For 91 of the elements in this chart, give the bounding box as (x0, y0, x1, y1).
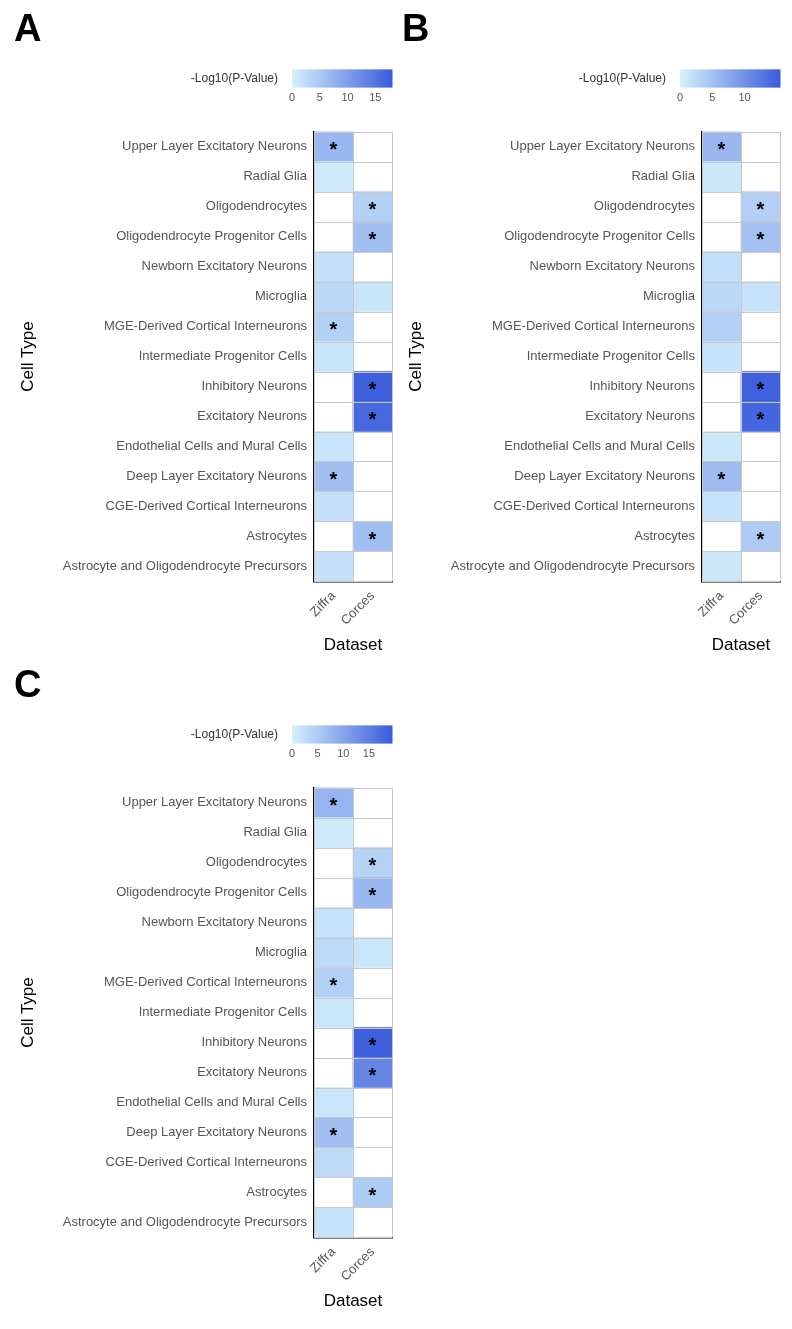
x-axis-title: Dataset (323, 1291, 383, 1311)
color-bar-label: 0 (288, 91, 296, 104)
y-tick-label: Deep Layer Excitatory Neurons (126, 1124, 308, 1140)
y-tick-label: Microglia (254, 288, 308, 304)
y-tick-label: Intermediate Progenitor Cells (138, 348, 308, 364)
y-tick-label: Astrocytes (246, 1184, 308, 1200)
y-tick-label: Radial Glia (631, 168, 696, 184)
y-tick-label: Oligodendrocyte Progenitor Cells (116, 884, 308, 900)
data-label: * (329, 974, 338, 997)
color-bar-label: 10 (341, 91, 354, 104)
data-label: * (368, 228, 377, 251)
chart-title: C (14, 663, 42, 706)
color-bar-title: -Log10(P-Value) (190, 726, 278, 741)
y-tick-label: Radial Glia (243, 168, 308, 184)
y-tick-label: Astrocyte and Oligodendrocyte Precursors (62, 558, 308, 574)
color-bar-title: -Log10(P-Value) (190, 70, 278, 85)
data-label: * (368, 884, 377, 907)
color-bar-label: 0 (288, 747, 296, 760)
data-label: * (756, 527, 765, 550)
y-tick-label: Excitatory Neurons (197, 1064, 308, 1080)
y-tick-label: Inhibitory Neurons (201, 1034, 308, 1050)
data-label: * (329, 138, 338, 161)
y-tick-label: Astrocyte and Oligodendrocyte Precursors (62, 1214, 308, 1230)
y-tick-label: Upper Layer Excitatory Neurons (510, 138, 696, 154)
color-bar-label: 5 (314, 747, 321, 760)
data-label: * (368, 198, 377, 221)
y-tick-label: MGE-Derived Cortical Interneurons (103, 318, 308, 334)
y-tick-label: Excitatory Neurons (197, 408, 308, 424)
chart-title: A (14, 7, 42, 50)
y-tick-label: Oligodendrocyte Progenitor Cells (116, 228, 308, 244)
y-tick-label: MGE-Derived Cortical Interneurons (103, 974, 308, 990)
y-tick-label: MGE-Derived Cortical Interneurons (491, 318, 696, 334)
y-axis-title: Cell Type (17, 977, 37, 1048)
y-tick-label: Upper Layer Excitatory Neurons (122, 794, 308, 810)
data-label: * (717, 468, 726, 490)
x-axis-title: Dataset (323, 635, 383, 655)
y-tick-label: Endothelial Cells and Mural Cells (116, 438, 308, 454)
y-tick-label: Intermediate Progenitor Cells (526, 348, 696, 364)
x-axis-title: Dataset (711, 635, 771, 655)
data-label: * (368, 854, 377, 877)
color-bar-label: 15 (362, 747, 376, 760)
data-label: * (329, 794, 338, 817)
y-tick-label: Newborn Excitatory Neurons (529, 258, 696, 274)
y-tick-label: Deep Layer Excitatory Neurons (126, 468, 308, 484)
y-tick-label: Inhibitory Neurons (201, 378, 308, 394)
y-tick-label: Endothelial Cells and Mural Cells (116, 1094, 308, 1110)
data-label: * (329, 318, 338, 341)
y-tick-label: Oligodendrocytes (593, 198, 696, 214)
color-bar-title: -Log10(P-Value) (578, 70, 666, 85)
data-label: * (368, 1064, 377, 1087)
color-bar-label: 0 (676, 91, 684, 104)
data-label: * (368, 408, 377, 431)
y-tick-label: Newborn Excitatory Neurons (141, 258, 308, 274)
y-axis-title: Cell Type (17, 321, 37, 392)
data-label: * (368, 1183, 377, 1206)
data-label: * (756, 378, 765, 401)
y-tick-label: Endothelial Cells and Mural Cells (504, 438, 696, 454)
y-tick-label: Microglia (642, 288, 696, 304)
y-tick-label: Radial Glia (243, 824, 308, 840)
data-label: * (717, 138, 726, 161)
color-bar-label: 5 (316, 91, 323, 104)
chart-title: B (402, 7, 430, 50)
y-tick-label: Oligodendrocytes (205, 198, 308, 214)
y-tick-label: Astrocytes (634, 528, 696, 544)
y-tick-label: Deep Layer Excitatory Neurons (514, 468, 696, 484)
color-bar-label: 5 (709, 91, 716, 104)
data-label: * (756, 198, 765, 221)
y-tick-label: Excitatory Neurons (585, 408, 696, 424)
y-tick-label: CGE-Derived Cortical Interneurons (493, 498, 696, 514)
y-tick-label: Astrocytes (246, 528, 308, 544)
color-bar-label: 10 (337, 747, 350, 760)
y-tick-label: Upper Layer Excitatory Neurons (122, 138, 308, 154)
data-label: * (368, 1034, 377, 1057)
y-tick-label: Inhibitory Neurons (589, 378, 696, 394)
y-tick-label: Microglia (254, 944, 308, 960)
y-tick-label: CGE-Derived Cortical Interneurons (105, 1154, 308, 1170)
y-tick-label: Astrocyte and Oligodendrocyte Precursors (450, 558, 696, 574)
data-label: * (368, 378, 377, 401)
y-tick-label: CGE-Derived Cortical Interneurons (105, 498, 308, 514)
y-axis-title: Cell Type (405, 321, 425, 392)
y-tick-label: Oligodendrocyte Progenitor Cells (504, 228, 696, 244)
color-bar-label: 15 (369, 91, 382, 104)
data-label: * (329, 468, 338, 490)
y-tick-label: Newborn Excitatory Neurons (141, 914, 308, 930)
color-bar-label: 10 (738, 91, 751, 104)
y-tick-label: Oligodendrocytes (205, 854, 308, 870)
data-label: * (368, 527, 377, 550)
data-label: * (329, 1124, 338, 1146)
y-tick-label: Intermediate Progenitor Cells (138, 1004, 308, 1020)
data-label: * (756, 408, 765, 431)
data-label: * (756, 228, 765, 251)
